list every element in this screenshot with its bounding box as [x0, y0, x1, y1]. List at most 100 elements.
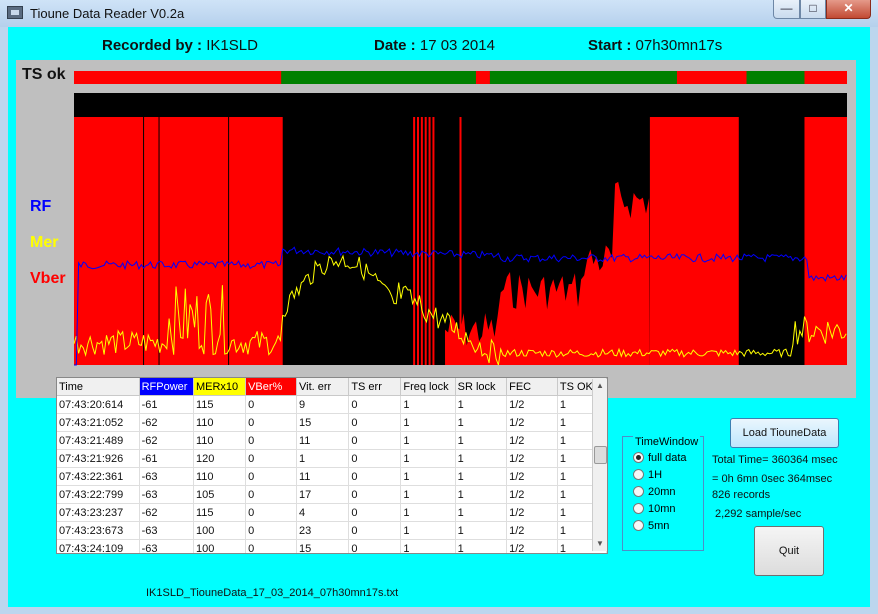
grid-cell[interactable]: 1 — [455, 521, 508, 540]
scroll-thumb[interactable] — [594, 446, 607, 464]
grid-cell[interactable]: 0 — [348, 521, 402, 540]
grid-cell[interactable]: 110 — [193, 431, 247, 450]
grid-cell[interactable]: 0 — [245, 413, 297, 432]
grid-cell[interactable]: 9 — [296, 395, 350, 414]
grid-cell[interactable]: 07:43:21:926 — [57, 449, 140, 468]
grid-cell[interactable]: 1 — [455, 413, 508, 432]
grid-cell[interactable]: 0 — [348, 413, 402, 432]
grid-cell[interactable]: 1 — [400, 503, 456, 522]
grid-cell[interactable]: -61 — [139, 395, 194, 414]
grid-cell[interactable]: 120 — [193, 449, 247, 468]
scroll-down-arrow-icon[interactable]: ▼ — [596, 539, 604, 548]
load-tiounedata-button[interactable]: Load TiouneData — [730, 418, 839, 448]
grid-cell[interactable]: 0 — [348, 395, 402, 414]
table-row[interactable]: 07:43:21:489 -62 110 0 11 0 1 1 1/2 1 — [57, 431, 607, 450]
time-window-option[interactable]: 5mn — [633, 518, 669, 534]
grid-cell[interactable]: 07:43:24:109 — [57, 539, 140, 553]
grid-cell[interactable]: 1 — [400, 485, 456, 504]
grid-cell[interactable]: 110 — [193, 413, 247, 432]
grid-cell[interactable]: -63 — [139, 485, 194, 504]
grid-cell[interactable]: 07:43:23:673 — [57, 521, 140, 540]
grid-header-freq-lock[interactable]: Freq lock — [400, 378, 456, 396]
radio-icon[interactable] — [633, 486, 644, 497]
data-grid[interactable]: Time RFPower MERx10 VBer% Vit. err TS err Freq… — [56, 377, 608, 554]
grid-cell[interactable]: 1 — [455, 503, 508, 522]
grid-cell[interactable]: 0 — [348, 467, 402, 486]
grid-cell[interactable]: 100 — [193, 521, 247, 540]
grid-cell[interactable]: 1/2 — [506, 539, 558, 553]
grid-cell[interactable]: 0 — [348, 431, 402, 450]
table-row[interactable]: 07:43:21:926 -61 120 0 1 0 1 1 1/2 1 — [57, 449, 607, 468]
grid-cell[interactable]: 1/2 — [506, 395, 558, 414]
time-window-option[interactable]: 20mn — [633, 484, 676, 500]
grid-cell[interactable]: 1 — [400, 395, 456, 414]
table-row[interactable]: 07:43:23:673 -63 100 0 23 0 1 1 1/2 1 — [57, 521, 607, 540]
grid-cell[interactable]: 07:43:22:799 — [57, 485, 140, 504]
table-row[interactable]: 07:43:20:614 -61 115 0 9 0 1 1 1/2 1 — [57, 395, 607, 414]
grid-cell[interactable]: 1/2 — [506, 521, 558, 540]
grid-cell[interactable]: 07:43:21:052 — [57, 413, 140, 432]
table-row[interactable]: 07:43:22:361 -63 110 0 11 0 1 1 1/2 1 — [57, 467, 607, 486]
grid-cell[interactable]: 0 — [348, 539, 402, 553]
grid-cell[interactable]: 0 — [245, 503, 297, 522]
grid-cell[interactable]: 07:43:23:237 — [57, 503, 140, 522]
grid-header-vber-[interactable]: VBer% — [245, 378, 297, 396]
grid-cell[interactable]: 0 — [348, 449, 402, 468]
table-row[interactable]: 07:43:21:052 -62 110 0 15 0 1 1 1/2 1 — [57, 413, 607, 432]
radio-icon[interactable] — [633, 452, 644, 463]
grid-cell[interactable]: 0 — [245, 395, 297, 414]
grid-cell[interactable]: 15 — [296, 539, 350, 553]
grid-cell[interactable]: 105 — [193, 485, 247, 504]
grid-cell[interactable]: 0 — [245, 539, 297, 553]
grid-cell[interactable]: 23 — [296, 521, 350, 540]
table-row[interactable]: 07:43:24:109 -63 100 0 15 0 1 1 1/2 1 — [57, 539, 607, 553]
grid-cell[interactable]: -61 — [139, 449, 194, 468]
grid-header-sr-lock[interactable]: SR lock — [455, 378, 508, 396]
grid-cell[interactable]: 0 — [245, 431, 297, 450]
grid-cell[interactable]: 1/2 — [506, 485, 558, 504]
radio-icon[interactable] — [633, 469, 644, 480]
grid-cell[interactable]: 07:43:21:489 — [57, 431, 140, 450]
grid-cell[interactable]: 1 — [455, 539, 508, 553]
grid-cell[interactable]: 1/2 — [506, 431, 558, 450]
grid-cell[interactable]: 0 — [348, 503, 402, 522]
quit-button[interactable]: Quit — [754, 526, 824, 576]
time-window-option[interactable]: 10mn — [633, 501, 676, 517]
grid-cell[interactable]: 1 — [455, 449, 508, 468]
grid-cell[interactable]: 1 — [400, 521, 456, 540]
grid-cell[interactable]: 11 — [296, 431, 350, 450]
grid-scrollbar[interactable]: ▲ ▼ — [592, 379, 607, 551]
grid-cell[interactable]: 1 — [455, 431, 508, 450]
grid-cell[interactable]: 1 — [400, 449, 456, 468]
grid-cell[interactable]: -62 — [139, 503, 194, 522]
grid-cell[interactable]: -62 — [139, 413, 194, 432]
time-window-option[interactable]: 1H — [633, 467, 662, 483]
grid-cell[interactable]: 115 — [193, 395, 247, 414]
maximize-button[interactable]: □ — [800, 0, 826, 19]
grid-cell[interactable]: -63 — [139, 539, 194, 553]
grid-cell[interactable]: 1/2 — [506, 467, 558, 486]
grid-cell[interactable]: 100 — [193, 539, 247, 553]
grid-cell[interactable]: 1/2 — [506, 413, 558, 432]
grid-cell[interactable]: 110 — [193, 467, 247, 486]
grid-cell[interactable]: 1 — [400, 413, 456, 432]
grid-cell[interactable]: 1 — [455, 395, 508, 414]
grid-header-ts-err[interactable]: TS err — [348, 378, 402, 396]
grid-cell[interactable]: -63 — [139, 521, 194, 540]
grid-cell[interactable]: 17 — [296, 485, 350, 504]
grid-cell[interactable]: 0 — [245, 521, 297, 540]
grid-cell[interactable]: 1/2 — [506, 503, 558, 522]
grid-cell[interactable]: 0 — [245, 467, 297, 486]
table-row[interactable]: 07:43:23:237 -62 115 0 4 0 1 1 1/2 1 — [57, 503, 607, 522]
grid-cell[interactable]: 1 — [296, 449, 350, 468]
grid-cell[interactable]: 15 — [296, 413, 350, 432]
minimize-button[interactable]: — — [773, 0, 800, 19]
radio-icon[interactable] — [633, 503, 644, 514]
time-window-option[interactable]: full data — [633, 450, 687, 466]
table-row[interactable]: 07:43:22:799 -63 105 0 17 0 1 1 1/2 1 — [57, 485, 607, 504]
grid-cell[interactable]: 115 — [193, 503, 247, 522]
grid-cell[interactable]: 1 — [400, 539, 456, 553]
grid-header-vit-err[interactable]: Vit. err — [296, 378, 350, 396]
grid-cell[interactable]: 1 — [400, 431, 456, 450]
grid-cell[interactable]: 07:43:20:614 — [57, 395, 140, 414]
